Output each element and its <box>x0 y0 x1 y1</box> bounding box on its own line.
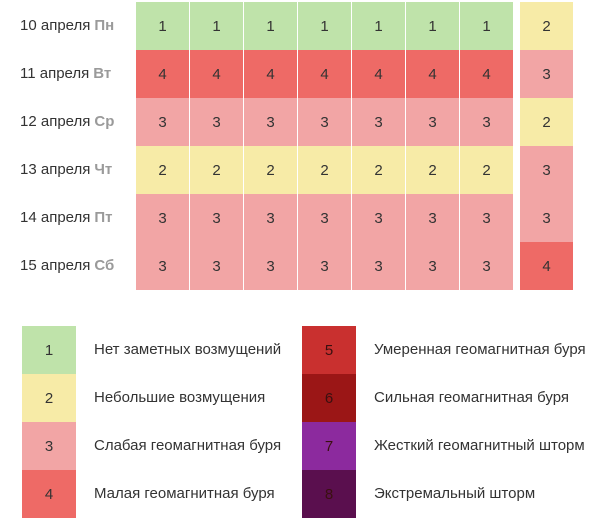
legend-swatch-5: 5 <box>302 326 356 374</box>
forecast-weekday: Сб <box>94 257 115 274</box>
kp-cell: 3 <box>298 194 351 242</box>
kp-cell: 4 <box>352 50 405 98</box>
legend-swatch-2: 2 <box>22 374 76 422</box>
kp-cell: 3 <box>298 98 351 146</box>
kp-cell: 3 <box>460 98 513 146</box>
kp-cell: 3 <box>244 194 297 242</box>
kp-cell: 2 <box>244 146 297 194</box>
kp-cell: 3 <box>244 242 297 290</box>
legend-label-3: Слабая геомагнитная буря <box>94 437 282 454</box>
kp-cell: 3 <box>406 194 459 242</box>
forecast-date: 15 апреля Сб <box>20 242 114 290</box>
kp-legend: 1 Нет заметных возмущений 2 Небольшие возму… <box>0 326 600 527</box>
kp-cell: 3 <box>460 194 513 242</box>
kp-cell: 3 <box>352 98 405 146</box>
legend-label-1: Нет заметных возмущений <box>94 341 282 358</box>
forecast-row: 15 апреля Сб 3 3 3 3 3 3 3 4 <box>0 242 600 290</box>
forecast-date-text: 10 апреля <box>20 17 91 34</box>
legend-swatch-4: 4 <box>22 470 76 518</box>
kp-cell: 3 <box>298 242 351 290</box>
forecast-row: 10 апреля Пн 1 1 1 1 1 1 1 2 <box>0 2 600 50</box>
legend-label-4: Малая геомагнитная буря <box>94 485 275 502</box>
kp-cell: 1 <box>352 2 405 50</box>
kp-cell: 2 <box>520 98 573 146</box>
forecast-date: 14 апреля Пт <box>20 194 113 242</box>
forecast-row: 13 апреля Чт 2 2 2 2 2 2 2 3 <box>0 146 600 194</box>
kp-cell: 2 <box>460 146 513 194</box>
kp-cell: 4 <box>406 50 459 98</box>
forecast-weekday: Ср <box>94 113 115 130</box>
forecast-date: 11 апреля Вт <box>20 50 111 98</box>
legend-swatch-8: 8 <box>302 470 356 518</box>
forecast-date-text: 14 апреля <box>20 209 91 226</box>
kp-cell: 3 <box>406 242 459 290</box>
kp-cell: 1 <box>406 2 459 50</box>
kp-cell: 3 <box>406 98 459 146</box>
legend-swatch-3: 3 <box>22 422 76 470</box>
forecast-date-text: 12 апреля <box>20 113 91 130</box>
forecast-date-text: 11 апреля <box>20 65 90 82</box>
kp-cell: 4 <box>298 50 351 98</box>
kp-cell: 1 <box>460 2 513 50</box>
legend-swatch-1: 1 <box>22 326 76 374</box>
kp-cell: 2 <box>298 146 351 194</box>
kp-cell: 2 <box>520 2 573 50</box>
kp-cell: 1 <box>136 2 189 50</box>
legend-label-2: Небольшие возмущения <box>94 389 266 406</box>
legend-swatch-7: 7 <box>302 422 356 470</box>
kp-cell: 3 <box>352 194 405 242</box>
forecast-row: 11 апреля Вт 4 4 4 4 4 4 4 3 <box>0 50 600 98</box>
forecast-weekday: Пт <box>94 209 113 226</box>
kp-cell: 4 <box>520 242 573 290</box>
forecast-date-text: 13 апреля <box>20 161 91 178</box>
legend-label-6: Сильная геомагнитная буря <box>374 389 569 406</box>
legend-swatch-6: 6 <box>302 374 356 422</box>
forecast-weekday: Вт <box>93 65 112 82</box>
kp-cell: 2 <box>136 146 189 194</box>
kp-cell: 3 <box>460 242 513 290</box>
kp-cell: 4 <box>460 50 513 98</box>
kp-cell: 3 <box>136 242 189 290</box>
kp-forecast-table: 10 апреля Пн 1 1 1 1 1 1 1 2 11 апреля Вт 4 4 4 4 4 4 4 3 12… <box>0 2 600 290</box>
forecast-date-text: 15 апреля <box>20 257 91 274</box>
kp-cell: 1 <box>298 2 351 50</box>
kp-cell: 3 <box>520 146 573 194</box>
forecast-date: 12 апреля Ср <box>20 98 114 146</box>
kp-cell: 4 <box>190 50 243 98</box>
forecast-date: 10 апреля Пн <box>20 2 114 50</box>
forecast-weekday: Чт <box>94 161 113 178</box>
kp-cell: 3 <box>244 98 297 146</box>
kp-cell: 3 <box>520 194 573 242</box>
forecast-row: 14 апреля Пт 3 3 3 3 3 3 3 3 <box>0 194 600 242</box>
forecast-date: 13 апреля Чт <box>20 146 112 194</box>
kp-cell: 3 <box>190 194 243 242</box>
legend-label-8: Экстремальный шторм <box>374 485 536 502</box>
forecast-weekday: Пн <box>94 17 115 34</box>
forecast-row: 12 апреля Ср 3 3 3 3 3 3 3 2 <box>0 98 600 146</box>
kp-cell: 4 <box>244 50 297 98</box>
kp-cell: 3 <box>136 194 189 242</box>
kp-cell: 1 <box>244 2 297 50</box>
kp-cell: 2 <box>406 146 459 194</box>
legend-label-5: Умеренная геомагнитная буря <box>374 341 586 358</box>
kp-cell: 3 <box>190 242 243 290</box>
kp-cell: 3 <box>520 50 573 98</box>
kp-cell: 3 <box>136 98 189 146</box>
kp-cell: 3 <box>352 242 405 290</box>
legend-label-7: Жесткий геомагнитный шторм <box>374 437 585 454</box>
kp-cell: 1 <box>190 2 243 50</box>
kp-cell: 2 <box>352 146 405 194</box>
kp-cell: 4 <box>136 50 189 98</box>
kp-cell: 3 <box>190 98 243 146</box>
kp-cell: 2 <box>190 146 243 194</box>
